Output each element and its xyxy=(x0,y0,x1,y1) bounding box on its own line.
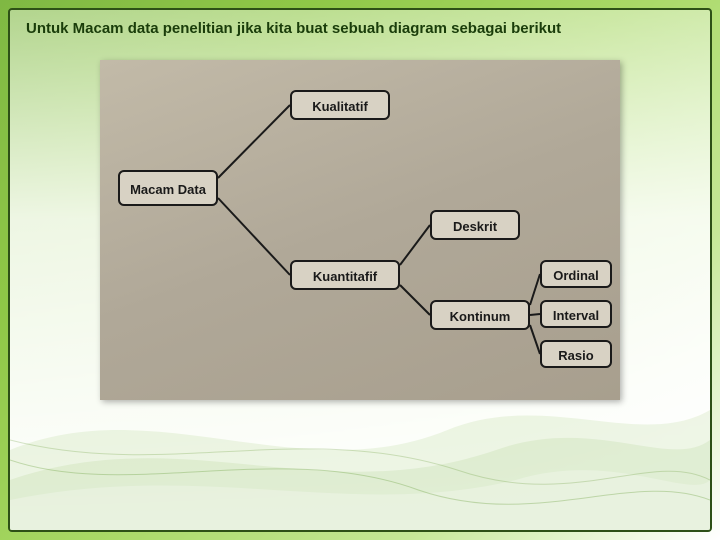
edge xyxy=(530,325,540,354)
edge xyxy=(530,274,540,305)
node-root: Macam Data xyxy=(118,170,218,206)
node-ordinal: Ordinal xyxy=(540,260,612,288)
slide-title: Untuk Macam data penelitian jika kita bu… xyxy=(26,20,694,37)
node-kual: Kualitatif xyxy=(290,90,390,120)
edge xyxy=(218,198,290,275)
node-interval: Interval xyxy=(540,300,612,328)
node-rasio: Rasio xyxy=(540,340,612,368)
slide: Untuk Macam data penelitian jika kita bu… xyxy=(0,0,720,540)
diagram-container: Macam Data Kualitatif Kuantitafif Deskrit Ko… xyxy=(100,60,620,400)
node-deskrit: Deskrit xyxy=(430,210,520,240)
edge xyxy=(530,314,540,315)
slide-frame: Untuk Macam data penelitian jika kita bu… xyxy=(8,8,712,532)
edge xyxy=(400,225,430,265)
node-kuan: Kuantitafif xyxy=(290,260,400,290)
node-kontin: Kontinum xyxy=(430,300,530,330)
edge xyxy=(218,105,290,178)
edge xyxy=(400,285,430,315)
